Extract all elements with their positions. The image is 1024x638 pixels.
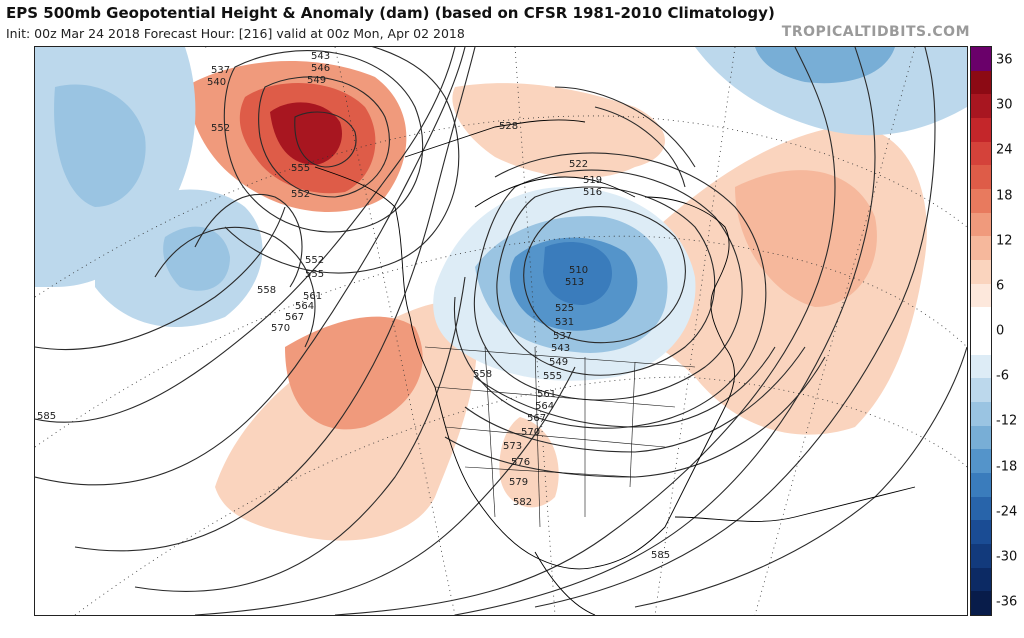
height-label: 570 bbox=[521, 427, 540, 438]
height-label: 525 bbox=[555, 303, 574, 314]
colorbar-segment bbox=[971, 283, 991, 308]
colorbar-segment bbox=[971, 70, 991, 95]
height-label: 561 bbox=[537, 389, 556, 400]
colorbar-segment bbox=[971, 567, 991, 592]
colorbar-tick-label: -30 bbox=[996, 549, 1018, 565]
colorbar-tick-label: 36 bbox=[996, 52, 1013, 68]
height-label: 546 bbox=[311, 63, 330, 74]
colorbar-segment bbox=[971, 591, 991, 616]
colorbar-segment bbox=[971, 47, 991, 71]
height-label: 558 bbox=[257, 285, 276, 296]
colorbar-segment bbox=[971, 331, 991, 355]
colorbar-segment bbox=[971, 212, 991, 237]
height-label: 513 bbox=[565, 277, 584, 288]
height-label: 552 bbox=[291, 189, 310, 200]
geopotential-map: 537 540 543 546 549 552 555 552 528 522 … bbox=[34, 46, 968, 616]
coastlines bbox=[314, 119, 916, 615]
colorbar-segment bbox=[971, 496, 991, 521]
colorbar-tick-label: 0 bbox=[996, 323, 1005, 339]
colorbar-segment bbox=[971, 425, 991, 450]
colorbar-tick-label: -12 bbox=[996, 413, 1018, 429]
anomaly-colorbar bbox=[970, 46, 992, 616]
height-label: 537 bbox=[211, 65, 230, 76]
colorbar-segment bbox=[971, 378, 991, 403]
height-label: 576 bbox=[511, 457, 530, 468]
colorbar-tick-label: -6 bbox=[996, 368, 1009, 384]
map-canvas: 537 540 543 546 549 552 555 552 528 522 … bbox=[35, 47, 967, 615]
map-subtitle: Init: 00z Mar 24 2018 Forecast Hour: [21… bbox=[6, 26, 465, 41]
height-label: 567 bbox=[285, 312, 304, 323]
height-label: 510 bbox=[569, 265, 588, 276]
height-label: 528 bbox=[499, 121, 518, 132]
height-label: 564 bbox=[295, 301, 314, 312]
colorbar-segment bbox=[971, 260, 991, 284]
colorbar-segment bbox=[971, 236, 991, 261]
height-label: 573 bbox=[503, 441, 522, 452]
height-label: 519 bbox=[583, 175, 602, 186]
colorbar-segment bbox=[971, 449, 991, 474]
height-label: 543 bbox=[311, 51, 330, 62]
height-label: 549 bbox=[549, 357, 568, 368]
state-borders bbox=[424, 346, 696, 528]
height-label: 558 bbox=[473, 369, 492, 380]
colorbar-tick-label: 6 bbox=[996, 278, 1005, 294]
colorbar-segment bbox=[971, 402, 991, 426]
colorbar-tick-label: 30 bbox=[996, 97, 1013, 113]
colorbar-segment bbox=[971, 189, 991, 213]
height-label: 564 bbox=[535, 401, 554, 412]
positive-anomaly-shading bbox=[185, 60, 927, 541]
height-label: 537 bbox=[553, 331, 572, 342]
negative-anomaly-shading bbox=[35, 47, 967, 381]
height-label: 555 bbox=[305, 269, 324, 280]
height-label: 552 bbox=[211, 123, 230, 134]
height-label: 531 bbox=[555, 317, 574, 328]
height-label: 561 bbox=[303, 291, 322, 302]
height-label: 585 bbox=[37, 411, 56, 422]
height-label: 579 bbox=[509, 477, 528, 488]
height-label: 540 bbox=[207, 77, 226, 88]
colorbar-segment bbox=[971, 473, 991, 497]
colorbar-tick-label: 18 bbox=[996, 188, 1013, 203]
height-label: 555 bbox=[291, 163, 310, 174]
colorbar-tick-label: -36 bbox=[996, 594, 1018, 610]
height-contours bbox=[35, 47, 967, 615]
map-title: EPS 500mb Geopotential Height & Anomaly … bbox=[6, 4, 775, 22]
colorbar-segment bbox=[971, 118, 991, 142]
colorbar-segment bbox=[971, 94, 991, 119]
height-label: 552 bbox=[305, 255, 324, 266]
height-label: 516 bbox=[583, 187, 602, 198]
height-labels: 537 540 543 546 549 552 555 552 528 522 … bbox=[37, 51, 670, 561]
colorbar-segment bbox=[971, 544, 991, 568]
colorbar-tick-label: -24 bbox=[996, 504, 1018, 520]
colorbar-tick-label: 24 bbox=[996, 142, 1013, 158]
height-label: 585 bbox=[651, 550, 670, 561]
colorbar-segment bbox=[971, 354, 991, 379]
colorbar-tick-label: -18 bbox=[996, 459, 1018, 474]
height-label: 549 bbox=[307, 75, 326, 86]
height-label: 555 bbox=[543, 371, 562, 382]
colorbar-segment bbox=[971, 307, 991, 332]
watermark: TROPICALTIDBITS.COM bbox=[781, 24, 970, 40]
height-label: 582 bbox=[513, 497, 532, 508]
height-label: 543 bbox=[551, 343, 570, 354]
colorbar-tick-label: 12 bbox=[996, 233, 1013, 249]
colorbar-labels: 36 30 24 18 12 6 0 -6 -12 -18 -24 -30 -36 bbox=[994, 46, 1024, 616]
height-label: 570 bbox=[271, 323, 290, 334]
height-label: 567 bbox=[527, 413, 546, 424]
colorbar-segment bbox=[971, 141, 991, 166]
colorbar-segment bbox=[971, 520, 991, 545]
lat-lon-grid bbox=[35, 47, 967, 615]
height-label: 522 bbox=[569, 159, 588, 170]
colorbar-segment bbox=[971, 165, 991, 190]
